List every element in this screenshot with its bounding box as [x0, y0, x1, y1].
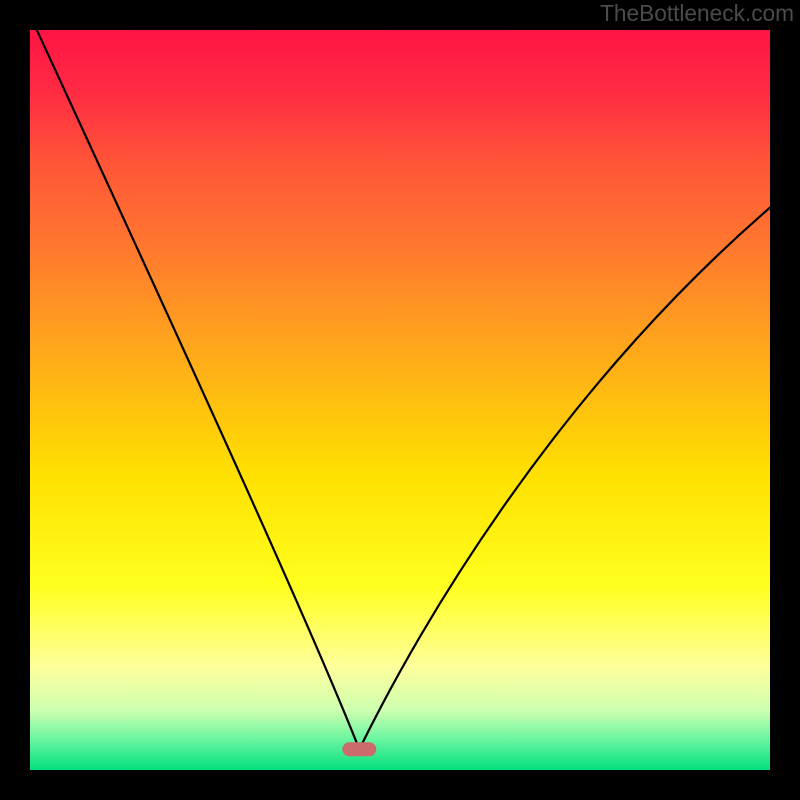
chart-svg [0, 0, 800, 800]
plot-background [30, 30, 770, 770]
chart-root: { "meta": { "width": 800, "height": 800,… [0, 0, 800, 800]
watermark-text: TheBottleneck.com [600, 0, 794, 27]
minimum-marker [342, 742, 376, 756]
